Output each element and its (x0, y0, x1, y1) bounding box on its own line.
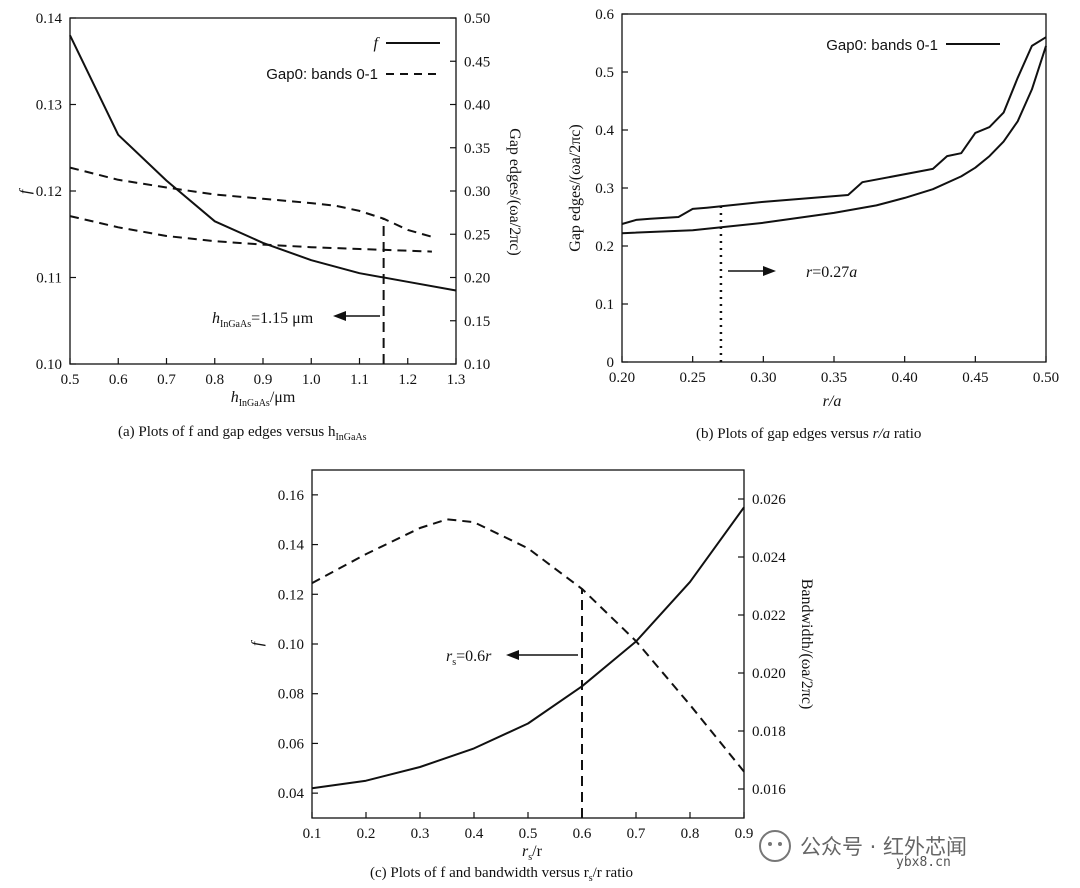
panel-b-xtick-label: 0.35 (821, 370, 847, 386)
panel-b-ytick-label-left: 0.5 (595, 65, 614, 81)
panel-b-annotation: r=0.27a (806, 264, 857, 281)
panel-b-caption: (b) Plots of gap edges versus r/a ratio (696, 426, 921, 442)
panel-a-xtick-label: 0.7 (157, 372, 176, 388)
panel-b-legend-label: Gap0: bands 0-1 (826, 37, 938, 54)
panel-b-ytick-label-left: 0.4 (595, 123, 614, 139)
panel-a-ylabel-left: f (17, 187, 34, 194)
panel-b-xtick-label: 0.25 (680, 370, 706, 386)
panel-c-ytick-label-right: 0.022 (752, 608, 786, 624)
panel-c-xtick-label: 0.5 (519, 826, 538, 842)
panel-a-xtick-label: 0.5 (61, 372, 80, 388)
panel-c-frame (311, 469, 745, 819)
panel-c-xtick-label: 0.4 (465, 826, 484, 842)
panel-a-annotation: hInGaAs=1.15 μm (212, 310, 314, 330)
panel-c-ytick-label-left: 0.06 (278, 736, 305, 752)
panel-c-arrowhead (506, 650, 519, 660)
panel-a-legend-f-label: f (374, 35, 381, 52)
panel-a-arrowhead (333, 311, 346, 321)
panel-c-ytick-label-right: 0.024 (752, 550, 786, 566)
panel-b: 0.20 0.25 0.30 0.35 0.40 0.45 0.50 0 0.1 0.2 0.3 0.… (567, 7, 1059, 442)
panel-b-series-gap0-lower-edge (621, 45, 1047, 235)
panel-a-legend-gap-label: Gap0: bands 0-1 (266, 66, 378, 83)
panel-a: 0.5 0.6 0.7 0.8 0.9 1.0 1.1 1.2 1.30.100.110.120… (17, 11, 523, 443)
panel-b-series-gap0-upper-edge (621, 36, 1047, 225)
panel-a-ytick-label-left: 0.13 (36, 98, 62, 114)
panel-a-ytick-label-left: 0.10 (36, 357, 62, 373)
panel-c-ytick-label-left: 0.10 (278, 637, 304, 653)
panel-b-xtick-label: 0.45 (962, 370, 988, 386)
panel-b-xtick-label: 0.50 (1033, 370, 1059, 386)
panel-c-ytick-label-right: 0.020 (752, 666, 786, 682)
panel-c-ytick-label-left: 0.12 (278, 587, 304, 603)
panel-a-xtick-label: 1.1 (350, 372, 369, 388)
panel-a-ytick-label-right: 0.15 (464, 314, 490, 330)
panel-c-ytick-label-left: 0.04 (278, 786, 305, 802)
panel-b-ytick-label-left: 0.1 (595, 297, 614, 313)
panel-c-ytick-label-left: 0.08 (278, 687, 304, 703)
panel-c-xtick-label: 0.8 (681, 826, 700, 842)
panel-c-ytick-label-left: 0.14 (278, 538, 305, 554)
panel-a-ytick-label-right: 0.10 (464, 357, 490, 373)
panel-a-series-gap0-upper-edge (69, 166, 433, 238)
panel-a-ytick-label-left: 0.14 (36, 11, 63, 27)
panel-c-xtick-label: 0.1 (303, 826, 322, 842)
panel-c-ytick-label-right: 0.018 (752, 724, 786, 740)
panel-c-ytick-label-right: 0.016 (752, 782, 786, 798)
panel-b-ytick-label-left: 0.3 (595, 181, 614, 197)
panel-b-ytick-label-left: 0.2 (595, 239, 614, 255)
panel-c-series-f (311, 506, 745, 790)
panel-c-series-bandwidth (311, 518, 745, 773)
panel-b-ytick-label-left: 0.6 (595, 7, 614, 23)
wechat-icon-eye-right (778, 842, 782, 846)
panel-a-xtick-label: 1.0 (302, 372, 321, 388)
panel-a-series-gap0-lower-edge (69, 215, 432, 253)
wechat-icon (759, 830, 791, 862)
panel-a-ytick-label-right: 0.45 (464, 54, 490, 70)
panel-a-caption: (a) Plots of f and gap edges versus hInG… (118, 424, 367, 443)
panel-a-xtick-label: 0.8 (205, 372, 224, 388)
panel-b-frame (621, 13, 1047, 363)
panel-b-xtick-label: 0.30 (750, 370, 776, 386)
panel-b-ytick-label-left: 0 (607, 355, 615, 371)
panel-c-ytick-label-left: 0.16 (278, 488, 305, 504)
panel-c-xtick-label: 0.3 (411, 826, 430, 842)
panel-a-xtick-label: 1.3 (447, 372, 466, 388)
panel-a-xtick-label: 1.2 (398, 372, 417, 388)
panel-a-ytick-label-right: 0.40 (464, 98, 490, 114)
panel-a-xtick-label: 0.6 (109, 372, 128, 388)
panel-a-ytick-label-left: 0.11 (36, 271, 62, 287)
panel-a-ytick-label-right: 0.25 (464, 227, 490, 243)
watermark-text: 公众号 · 红外芯闻 (800, 835, 967, 859)
panel-c-annotation: rs=0.6r (446, 648, 492, 668)
panel-a-ytick-label-right: 0.35 (464, 141, 490, 157)
panel-b-ylabel: Gap edges/(ωa/2πc) (567, 124, 584, 251)
panel-a-ytick-label-right: 0.50 (464, 11, 490, 27)
panel-c-ylabel-right: Bandwidth/(ωa/2πc) (798, 579, 815, 710)
panel-c-xlabel: rs/r (522, 843, 543, 863)
panel-a-series-f (69, 34, 457, 292)
panel-b-arrowhead (763, 266, 776, 276)
panel-c-caption: (c) Plots of f and bandwidth versus rs/r… (370, 865, 633, 884)
panel-a-ylabel-right: Gap edges/(ωa/2πc) (506, 128, 523, 255)
panel-c-xtick-label: 0.7 (627, 826, 646, 842)
panel-b-xtick-label: 0.40 (892, 370, 918, 386)
watermark: 公众号 · 红外芯闻 ybx8.cn (759, 830, 967, 870)
panel-a-ytick-label-left: 0.12 (36, 184, 62, 200)
panel-c: 0.1 0.2 0.3 0.4 0.5 0.6 0.7 0.8 0.9 0.04 0.06 0.08 0… (249, 469, 815, 884)
panel-b-xtick-label: 0.20 (609, 370, 635, 386)
watermark-site: ybx8.cn (896, 855, 951, 870)
panel-c-ylabel-left: f (249, 639, 266, 646)
panel-c-xtick-label: 0.6 (573, 826, 592, 842)
panel-a-xlabel: hInGaAs/μm (231, 389, 296, 409)
panel-c-xtick-label: 0.2 (357, 826, 376, 842)
panel-b-xlabel: r/a (823, 393, 842, 410)
panel-a-ytick-label-right: 0.20 (464, 271, 490, 287)
wechat-icon-eye-left (768, 842, 772, 846)
panel-a-ytick-label-right: 0.30 (464, 184, 490, 200)
panel-c-xtick-label: 0.9 (735, 826, 754, 842)
panel-a-xtick-label: 0.9 (254, 372, 273, 388)
panel-c-ytick-label-right: 0.026 (752, 492, 786, 508)
